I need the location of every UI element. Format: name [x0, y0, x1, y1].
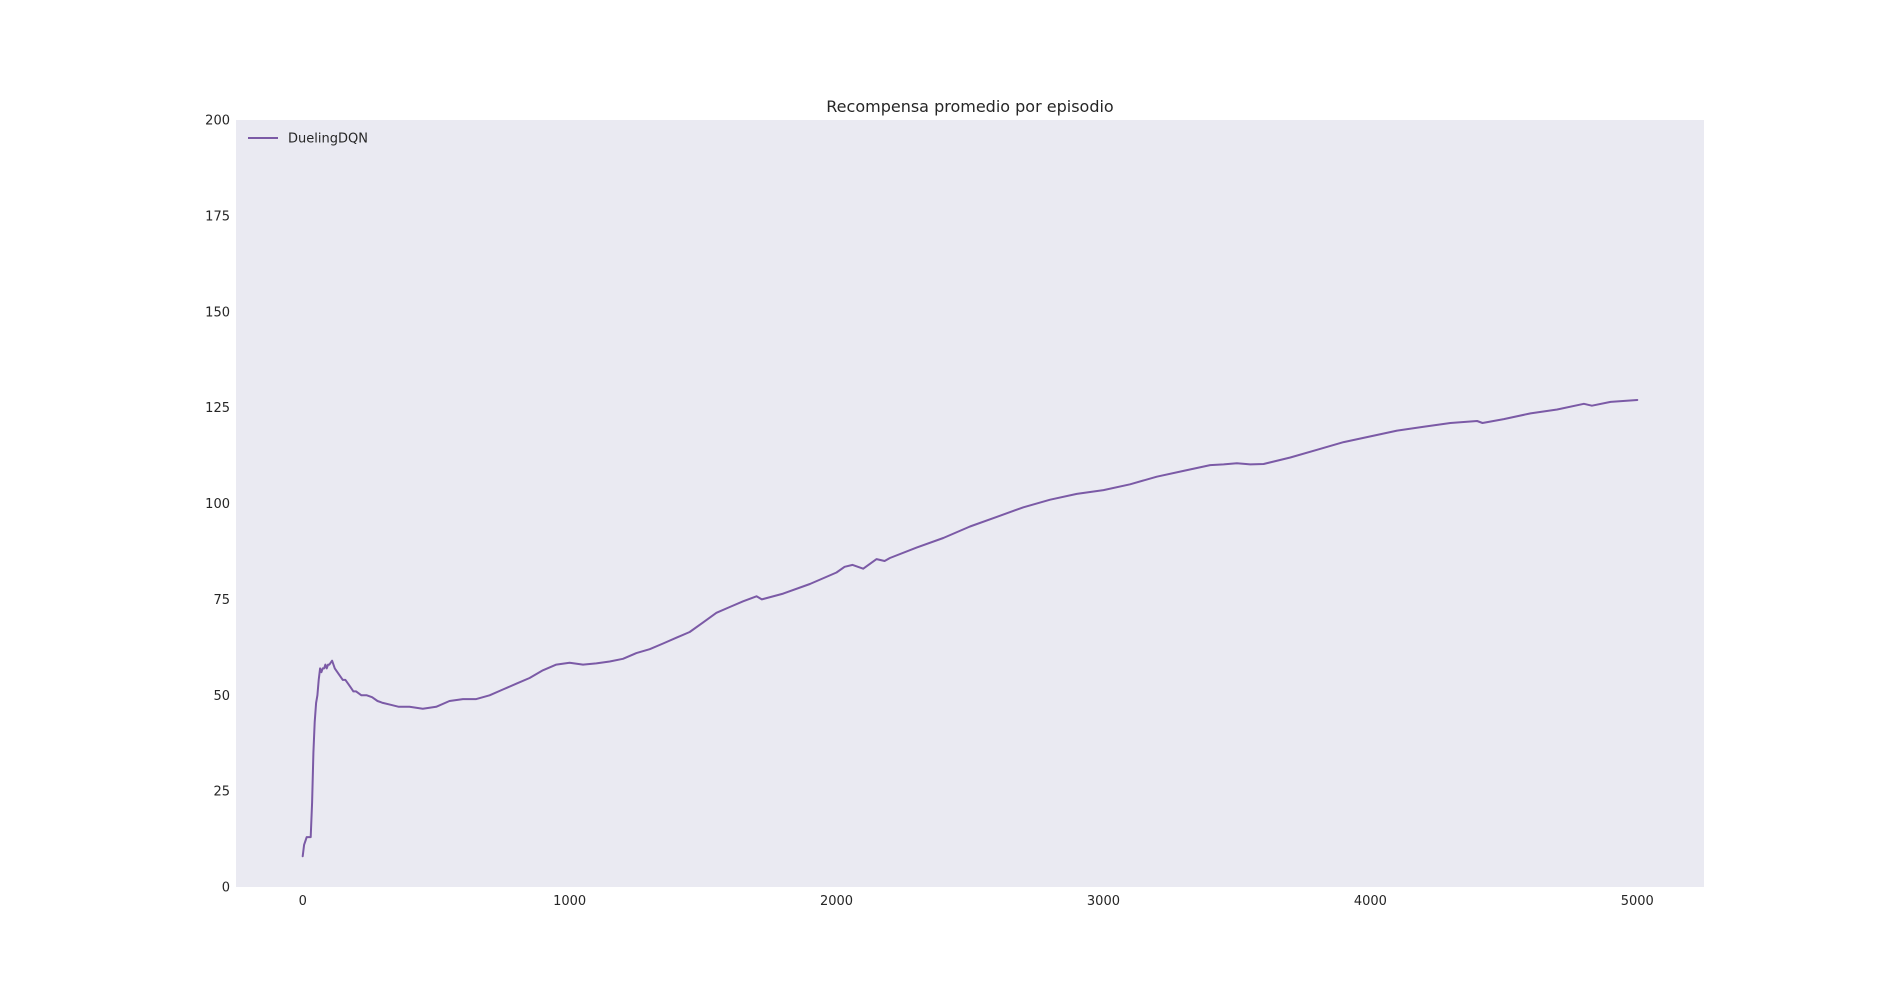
x-tick-label: 1000	[553, 894, 586, 909]
legend: DuelingDQN	[248, 132, 368, 147]
x-tick-label: 5000	[1621, 894, 1654, 909]
x-tick-label: 2000	[820, 894, 853, 909]
y-tick-label: 75	[213, 593, 230, 608]
x-tick-label: 0	[299, 894, 307, 909]
y-tick-label: 50	[213, 689, 230, 704]
x-tick-label: 4000	[1354, 894, 1387, 909]
y-tick-label: 0	[222, 881, 230, 896]
y-tick-label: 175	[205, 209, 230, 224]
y-tick-labels: 0 25 50 75 100 125 150 175 200	[205, 114, 230, 896]
y-tick-label: 125	[205, 401, 230, 416]
chart-title: Recompensa promedio por episodio	[826, 97, 1113, 116]
y-tick-label: 100	[205, 497, 230, 512]
y-tick-label: 25	[213, 785, 230, 800]
x-tick-label: 3000	[1087, 894, 1120, 909]
y-tick-label: 200	[205, 114, 230, 129]
plot-background	[236, 120, 1704, 887]
legend-label: DuelingDQN	[288, 132, 368, 147]
x-tick-labels: 0 1000 2000 3000 4000 5000	[299, 894, 1654, 909]
y-tick-label: 150	[205, 305, 230, 320]
series-line	[301, 399, 1639, 858]
series-lines	[301, 399, 1639, 858]
